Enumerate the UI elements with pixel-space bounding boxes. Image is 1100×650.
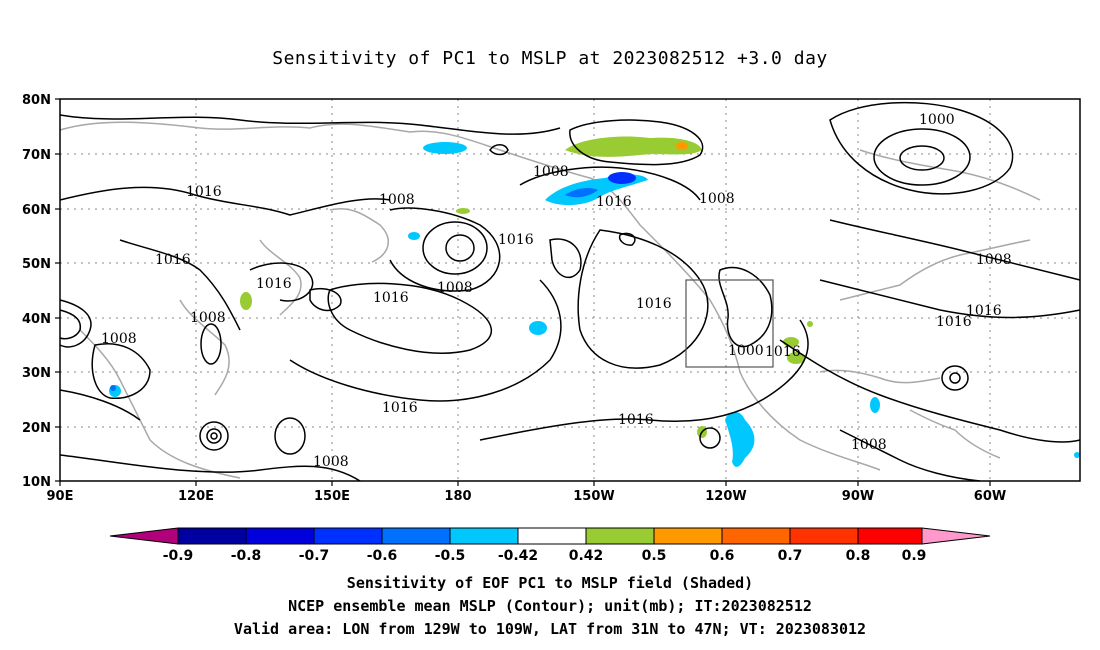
tick-marks xyxy=(55,98,991,486)
positive-region-siberia xyxy=(456,208,470,214)
positive-region-mexico-2 xyxy=(787,352,805,364)
colorbar-left-triangle xyxy=(110,528,178,544)
footer-line-3: Valid area: LON from 129W to 109W, LAT f… xyxy=(233,620,867,638)
footer-line-2: NCEP ensemble mean MSLP (Contour); unit(… xyxy=(288,597,812,615)
mslp-contours xyxy=(59,101,1081,482)
colorbar-segment xyxy=(722,528,790,544)
positive-region-bering xyxy=(565,136,702,157)
contour-label: 1016 xyxy=(765,344,801,360)
footer-line-1: Sensitivity of EOF PC1 to MSLP field (Sh… xyxy=(346,574,754,592)
contour-label: 1000 xyxy=(728,343,764,359)
colorbar-label: -0.7 xyxy=(299,548,330,564)
negative-region-arctic xyxy=(423,142,467,154)
colorbar-label: -0.6 xyxy=(367,548,398,564)
contour-label: 1016 xyxy=(596,194,632,210)
colorbar-label: 0.42 xyxy=(569,548,604,564)
peak-region-bering xyxy=(676,142,688,150)
negative-core-india xyxy=(110,385,116,391)
colorbar-label: -0.5 xyxy=(435,548,466,564)
contour-label: 1016 xyxy=(382,400,418,416)
colorbar-segment xyxy=(790,528,858,544)
contour-label: 1008 xyxy=(101,331,137,347)
colorbar-segment xyxy=(858,528,922,544)
contour-label: 1008 xyxy=(851,437,887,453)
negative-dot-atlantic xyxy=(1074,452,1080,458)
colorbar-label: -0.42 xyxy=(498,548,538,564)
negative-core-alaska xyxy=(565,187,598,198)
colorbar-segment xyxy=(246,528,314,544)
negative-region-kamchatka xyxy=(408,232,420,240)
lat-tick-label: 30N xyxy=(22,366,51,381)
colorbar-label: -0.8 xyxy=(231,548,262,564)
colorbar-segment xyxy=(450,528,518,544)
coastlines xyxy=(59,121,1041,479)
positive-region-japan xyxy=(240,292,252,310)
lon-tick-label: 90W xyxy=(842,489,874,504)
contour-label: 1008 xyxy=(379,192,415,208)
negative-region-eastpac xyxy=(725,411,755,467)
sensitivity-shading xyxy=(109,136,1080,467)
colorbar-right-triangle xyxy=(922,528,990,544)
lon-tick-label: 150E xyxy=(314,489,350,504)
contour-label: 1008 xyxy=(699,191,735,207)
negative-region-caribbean xyxy=(870,397,880,413)
colorbar-label: 0.5 xyxy=(642,548,667,564)
negative-region-pacific xyxy=(529,321,547,335)
colorbar-segment xyxy=(654,528,722,544)
gridlines xyxy=(60,99,1080,481)
colorbar-label: 0.8 xyxy=(846,548,871,564)
colorbar-label: 0.6 xyxy=(710,548,735,564)
contour-label: 1016 xyxy=(966,303,1002,319)
contour-label: 1008 xyxy=(437,280,473,296)
valid-area-box xyxy=(685,279,774,368)
contour-label: 1008 xyxy=(313,454,349,470)
colorbar-label: 0.7 xyxy=(778,548,803,564)
lon-tick-label: 60W xyxy=(974,489,1006,504)
lon-tick-label: 150W xyxy=(573,489,614,504)
map-title: Sensitivity of PC1 to MSLP at 2023082512… xyxy=(272,48,828,69)
lat-tick-label: 50N xyxy=(22,257,51,272)
contour-label: 1016 xyxy=(936,314,972,330)
colorbar-segment xyxy=(382,528,450,544)
colorbar-segment xyxy=(314,528,382,544)
contour-label: 1008 xyxy=(976,252,1012,268)
colorbar-label: 0.9 xyxy=(902,548,927,564)
colorbar-segment xyxy=(518,528,586,544)
contour-label: 1016 xyxy=(498,232,534,248)
colorbar-label: -0.9 xyxy=(163,548,194,564)
contour-label: 1016 xyxy=(636,296,672,312)
lon-tick-label: 120E xyxy=(178,489,214,504)
colorbar xyxy=(109,527,991,545)
contour-label: 1016 xyxy=(186,184,222,200)
lon-tick-label: 120W xyxy=(705,489,746,504)
contour-label: 1016 xyxy=(618,412,654,428)
contour-label: 1000 xyxy=(919,112,955,128)
lat-tick-label: 40N xyxy=(22,312,51,327)
map-border xyxy=(59,98,1081,482)
lat-tick-label: 70N xyxy=(22,148,51,163)
lon-tick-label: 180 xyxy=(444,489,471,504)
lat-tick-label: 10N xyxy=(22,475,51,490)
colorbar-segment xyxy=(586,528,654,544)
lon-tick-label: 90E xyxy=(47,489,74,504)
contour-label: 1016 xyxy=(155,252,191,268)
positive-dot-gulf xyxy=(807,321,813,327)
negative-core-alaska-2 xyxy=(608,172,636,184)
contour-label: 1016 xyxy=(256,276,292,292)
lat-tick-label: 20N xyxy=(22,421,51,436)
contour-label: 1008 xyxy=(190,310,226,326)
contour-label: 1016 xyxy=(373,290,409,306)
lat-tick-label: 80N xyxy=(22,93,51,108)
lat-tick-label: 60N xyxy=(22,203,51,218)
contour-label: 1008 xyxy=(533,164,569,180)
colorbar-segment xyxy=(178,528,246,544)
